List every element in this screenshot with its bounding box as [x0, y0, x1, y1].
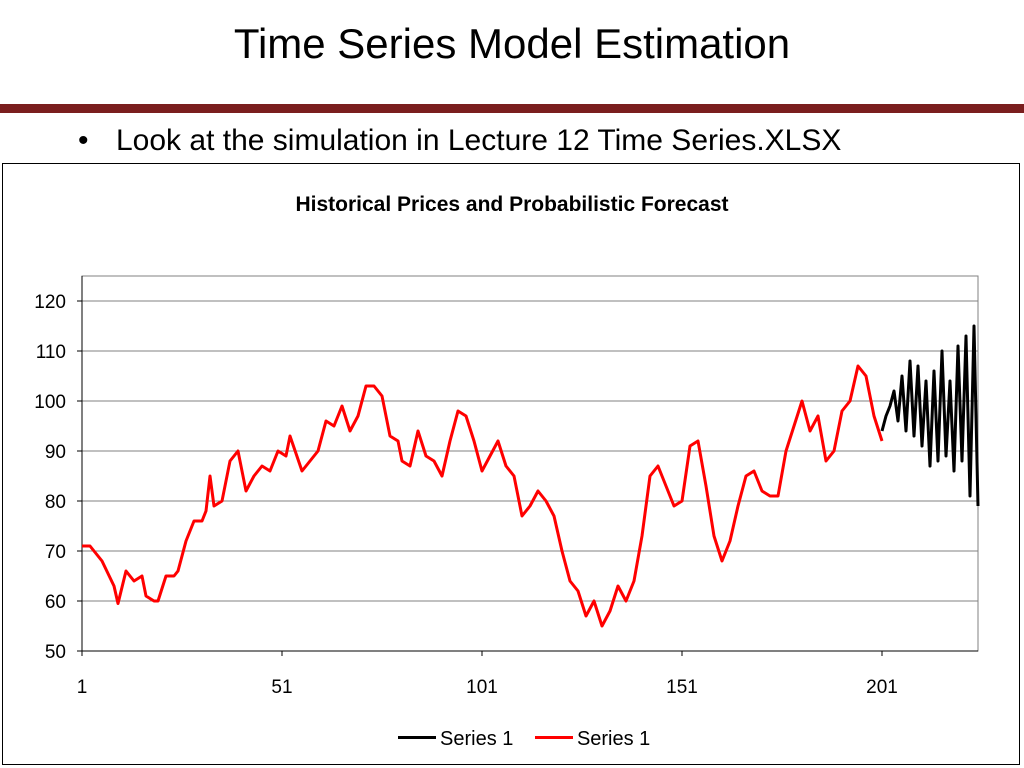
legend-label-historical: Series 1: [576, 728, 651, 750]
y-tick-label: 50: [45, 642, 66, 663]
y-tick-label: 110: [36, 342, 66, 363]
legend-item-forecast: Series 1: [398, 728, 513, 751]
chart-legend: Series 1 Series 1: [398, 728, 666, 751]
series-line-forecast: [880, 324, 980, 507]
legend-swatch-forecast: [398, 736, 436, 740]
legend-swatch-historical: [534, 736, 573, 740]
x-tick-label: 51: [271, 677, 292, 698]
x-tick-label: 1: [77, 677, 88, 698]
x-tick-label: 201: [866, 677, 898, 698]
y-tick-label: 120: [34, 292, 66, 313]
legend-label-forecast: Series 1: [440, 728, 514, 750]
x-tick-label: 151: [666, 677, 698, 698]
bullet-text: Look at the simulation in Lecture 12 Tim…: [116, 124, 842, 157]
plot-area: [81, 275, 979, 652]
legend-item-historical: Series 1: [534, 728, 651, 751]
title-divider: [0, 104, 1024, 113]
series-line-historical: [82, 364, 884, 628]
y-tick-label: 60: [45, 592, 66, 613]
chart-title: Historical Prices and Probabilistic Fore…: [295, 193, 729, 216]
slide-title: Time Series Model Estimation: [233, 20, 791, 67]
bullet-item: • Look at the simulation in Lecture 12 Ti…: [78, 124, 841, 158]
y-tick-label: 100: [34, 392, 66, 413]
y-tick-label: 80: [45, 492, 66, 513]
y-tick-label: 90: [45, 442, 66, 463]
x-tick-label: 101: [466, 677, 498, 698]
y-tick-label: 70: [45, 542, 66, 563]
bullet-icon: •: [78, 124, 89, 157]
